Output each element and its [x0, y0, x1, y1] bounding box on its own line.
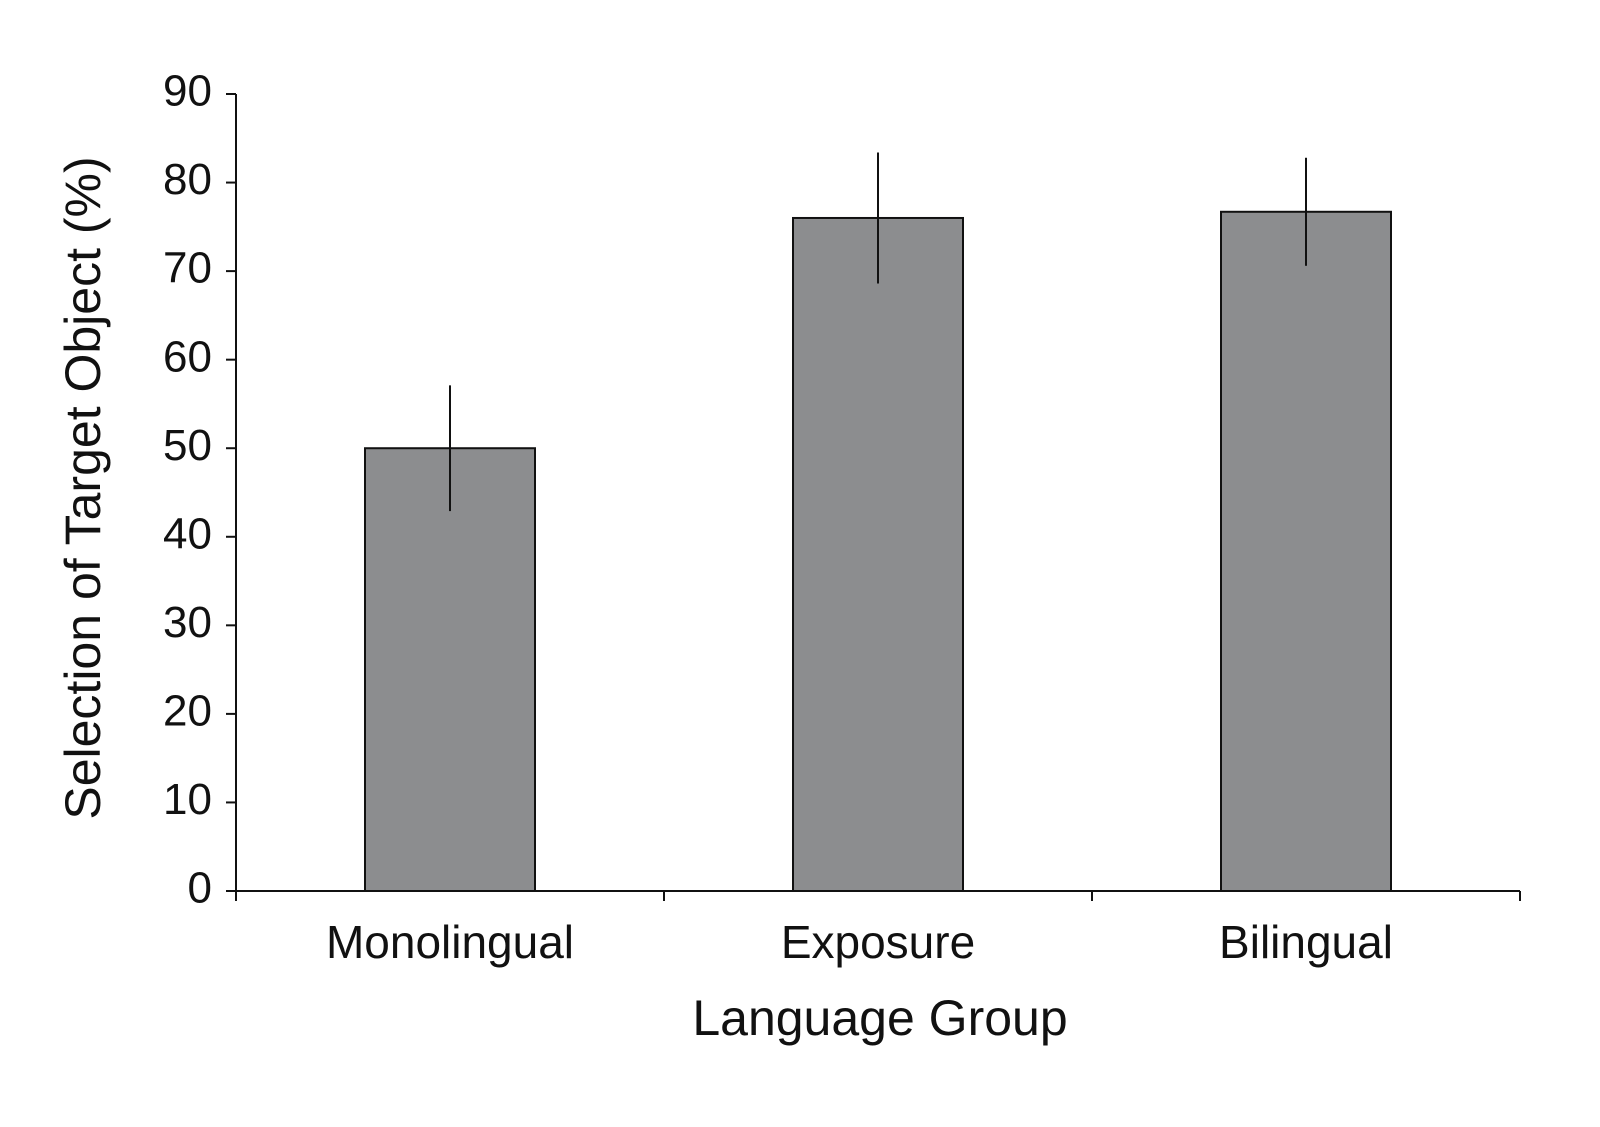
bar [364, 447, 536, 892]
bar [1220, 210, 1392, 893]
y-tick-label: 70 [163, 244, 212, 293]
bar [792, 216, 964, 892]
y-tick-label: 60 [163, 332, 212, 381]
y-tick-label: 80 [163, 155, 212, 204]
x-tick-label: Bilingual [1219, 916, 1393, 968]
x-tick-label: Exposure [781, 916, 975, 968]
x-tick-label: Monolingual [326, 916, 574, 968]
y-tick-label: 90 [163, 67, 212, 116]
y-axis-title: Selection of Target Object (%) [55, 156, 111, 819]
y-tick-label: 0 [188, 864, 212, 913]
y-tick-label: 20 [163, 687, 212, 736]
y-tick-label: 30 [163, 598, 212, 647]
y-tick-label: 40 [163, 509, 212, 558]
y-tick-label: 50 [163, 421, 212, 470]
y-tick-label: 10 [163, 775, 212, 824]
x-axis-title: Language Group [692, 990, 1067, 1046]
